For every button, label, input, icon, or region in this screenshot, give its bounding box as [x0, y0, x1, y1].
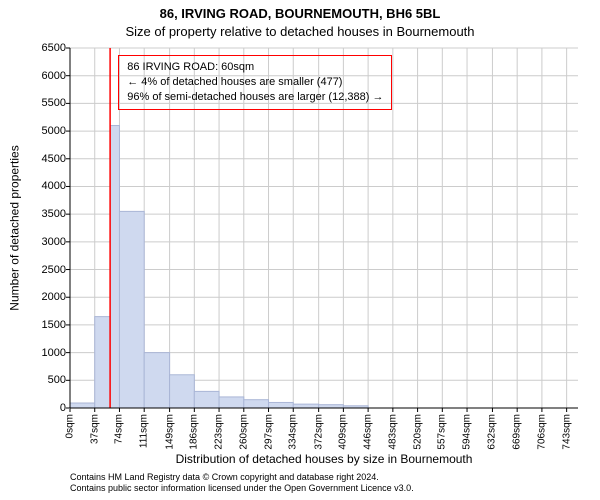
callout-line2: ← 4% of detached houses are smaller (477…: [127, 75, 383, 90]
x-tick-label: 557sqm: [437, 414, 448, 450]
chart-title-subtitle: Size of property relative to detached ho…: [0, 24, 600, 39]
y-tick-label: 3500: [42, 208, 66, 220]
x-tick-label: 669sqm: [512, 414, 523, 450]
x-tick-label: 409sqm: [338, 414, 349, 450]
y-tick-label: 1500: [42, 319, 66, 331]
y-tick-label: 4000: [42, 180, 66, 192]
x-axis-label: Distribution of detached houses by size …: [70, 452, 578, 466]
y-tick-label: 4500: [42, 153, 66, 165]
x-tick-label: 111sqm: [139, 414, 150, 448]
x-tick-label: 632sqm: [487, 414, 498, 450]
x-tick-label: 186sqm: [189, 414, 200, 450]
x-tick-label: 223sqm: [214, 414, 225, 450]
x-tick-label: 297sqm: [263, 414, 274, 450]
y-tick-label: 6500: [42, 42, 66, 54]
x-tick-label: 37sqm: [89, 414, 100, 444]
footer: Contains HM Land Registry data © Crown c…: [70, 472, 578, 494]
chart-title-address: 86, IRVING ROAD, BOURNEMOUTH, BH6 5BL: [0, 6, 600, 21]
y-tick-label: 6000: [42, 70, 66, 82]
x-tick-label: 74sqm: [114, 414, 125, 444]
x-tick-label: 520sqm: [412, 414, 423, 450]
chart-container: 86, IRVING ROAD, BOURNEMOUTH, BH6 5BL Si…: [0, 0, 600, 500]
x-tick-label: 372sqm: [313, 414, 324, 450]
callout-box: 86 IRVING ROAD: 60sqm ← 4% of detached h…: [118, 55, 392, 110]
footer-line2: Contains public sector information licen…: [70, 483, 578, 494]
y-tick-labels: 0500100015002000250030003500400045005000…: [0, 48, 68, 408]
x-tick-label: 706sqm: [536, 414, 547, 450]
x-tick-label: 446sqm: [363, 414, 374, 450]
footer-line1: Contains HM Land Registry data © Crown c…: [70, 472, 578, 483]
x-tick-label: 594sqm: [462, 414, 473, 450]
x-tick-label: 334sqm: [288, 414, 299, 450]
callout-line1: 86 IRVING ROAD: 60sqm: [127, 60, 383, 75]
y-tick-label: 3000: [42, 236, 66, 248]
y-tick-label: 2500: [42, 264, 66, 276]
y-tick-label: 0: [60, 402, 66, 414]
x-tick-label: 260sqm: [238, 414, 249, 450]
y-tick-label: 2000: [42, 291, 66, 303]
x-tick-label: 743sqm: [561, 414, 572, 450]
y-tick-label: 500: [48, 374, 66, 386]
y-tick-label: 5000: [42, 125, 66, 137]
y-tick-label: 1000: [42, 347, 66, 359]
callout-line3: 96% of semi-detached houses are larger (…: [127, 90, 383, 105]
x-tick-label: 483sqm: [387, 414, 398, 450]
plot-area: 86 IRVING ROAD: 60sqm ← 4% of detached h…: [70, 48, 578, 408]
x-tick-label: 0sqm: [65, 414, 76, 438]
y-tick-label: 5500: [42, 97, 66, 109]
x-tick-label: 149sqm: [164, 414, 175, 450]
x-tick-labels: 0sqm37sqm74sqm111sqm149sqm186sqm223sqm26…: [70, 412, 578, 452]
